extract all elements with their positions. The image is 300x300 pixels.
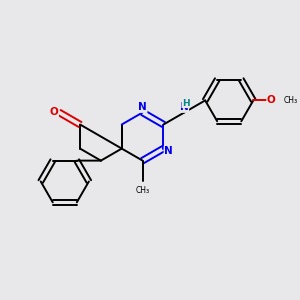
Text: N: N — [180, 102, 189, 112]
Text: O: O — [50, 107, 58, 118]
Text: N: N — [138, 102, 147, 112]
Text: CH₃: CH₃ — [283, 96, 298, 105]
Text: N: N — [164, 146, 173, 156]
Text: H: H — [182, 99, 190, 108]
Text: O: O — [267, 95, 275, 105]
Text: CH₃: CH₃ — [136, 186, 150, 195]
